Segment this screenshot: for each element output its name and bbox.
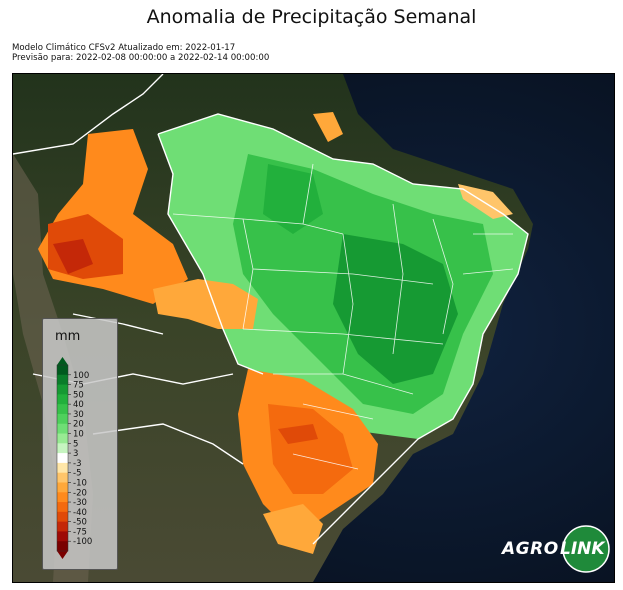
- colorbar: 10075504030201053-3-5-10-20-30-40-50-75-…: [56, 357, 92, 559]
- colorbar-min-arrow: [57, 551, 68, 559]
- colorbar-tick-label: -5: [73, 469, 81, 479]
- colorbar-segment: [57, 394, 68, 405]
- colorbar-segment: [57, 384, 68, 395]
- colorbar-segment: [57, 462, 68, 474]
- colorbar-tick-label: 40: [73, 400, 84, 410]
- south-deep-red-patch: [278, 424, 318, 444]
- logo-globe-icon: [562, 525, 610, 573]
- coast-orange-strip: [458, 184, 513, 219]
- uruguay-orange-anomaly: [263, 504, 323, 554]
- colorbar-segment: [57, 472, 68, 483]
- agrolink-logo: AGRO LINK: [500, 525, 610, 575]
- colorbar-tick-label: -100: [73, 537, 92, 547]
- colorbar-tick-label: 10: [73, 430, 84, 440]
- colorbar-segment: [57, 365, 68, 376]
- logo-text-link: LINK: [560, 539, 605, 559]
- colorbar-segment: [57, 423, 68, 435]
- colorbar-tick-label: 75: [73, 381, 84, 391]
- colorbar-segment: [57, 404, 68, 415]
- legend-unit: mm: [55, 329, 81, 344]
- colorbar-tick-label: 20: [73, 420, 84, 430]
- logo-text-agro: AGRO: [502, 539, 559, 559]
- amazon-green-patch: [263, 164, 323, 234]
- west-deep-red-anomaly: [53, 239, 93, 274]
- colorbar-tick-label: -40: [73, 508, 87, 518]
- colorbar-tick-label: 3: [73, 449, 78, 459]
- forecast-period-line: Previsão para: 2022-02-08 00:00:00 a 202…: [12, 53, 270, 63]
- brazil-deepest-green: [333, 234, 458, 384]
- colorbar-tick-label: -10: [73, 478, 87, 488]
- colorbar-legend: mm 100 75 50 40 30 20 10 5 3 -3 -5 -10 -20 -30 -40 -50-…: [42, 318, 118, 570]
- colorbar-tick-label: -20: [73, 488, 87, 498]
- north-orange-patch: [313, 112, 343, 142]
- colorbar-segment: [57, 443, 68, 454]
- colorbar-tick-label: -30: [73, 498, 87, 508]
- country-borders: [13, 74, 529, 545]
- colorbar-segment: [57, 413, 68, 425]
- colorbar-segment: [57, 531, 68, 542]
- colorbar-segment: [57, 502, 68, 513]
- colorbar-tick-label: -3: [73, 459, 81, 469]
- colorbar-segment: [57, 453, 68, 464]
- colorbar-segment: [57, 374, 68, 386]
- colorbar-segment: [57, 433, 68, 444]
- bolivia-orange-anomaly: [153, 279, 258, 329]
- forecast-metadata: Modelo Climático CFSv2 Atualizado em: 20…: [12, 43, 269, 63]
- colorbar-segment: [57, 521, 68, 532]
- colorbar-segment: [57, 511, 68, 523]
- colorbar-segment: [57, 482, 68, 493]
- colorbar-tick-label: 30: [73, 410, 84, 420]
- colorbar-tick-label: 5: [73, 439, 78, 449]
- colorbar-tick-label: -75: [73, 527, 87, 537]
- colorbar-max-arrow: [57, 357, 68, 365]
- colorbar-segment: [57, 541, 68, 552]
- colorbar-outline: [56, 364, 69, 552]
- model-updated-line: Modelo Climático CFSv2 Atualizado em: 20…: [12, 43, 236, 53]
- colorbar-tick-label: -50: [73, 518, 87, 528]
- colorbar-tick-label: 100: [73, 371, 89, 381]
- state-borders: [172, 163, 514, 470]
- page-title: Anomalia de Precipitação Semanal: [146, 6, 477, 28]
- south-red-anomaly: [268, 404, 353, 494]
- colorbar-tick-label: 50: [73, 390, 84, 400]
- colorbar-segment: [57, 492, 68, 503]
